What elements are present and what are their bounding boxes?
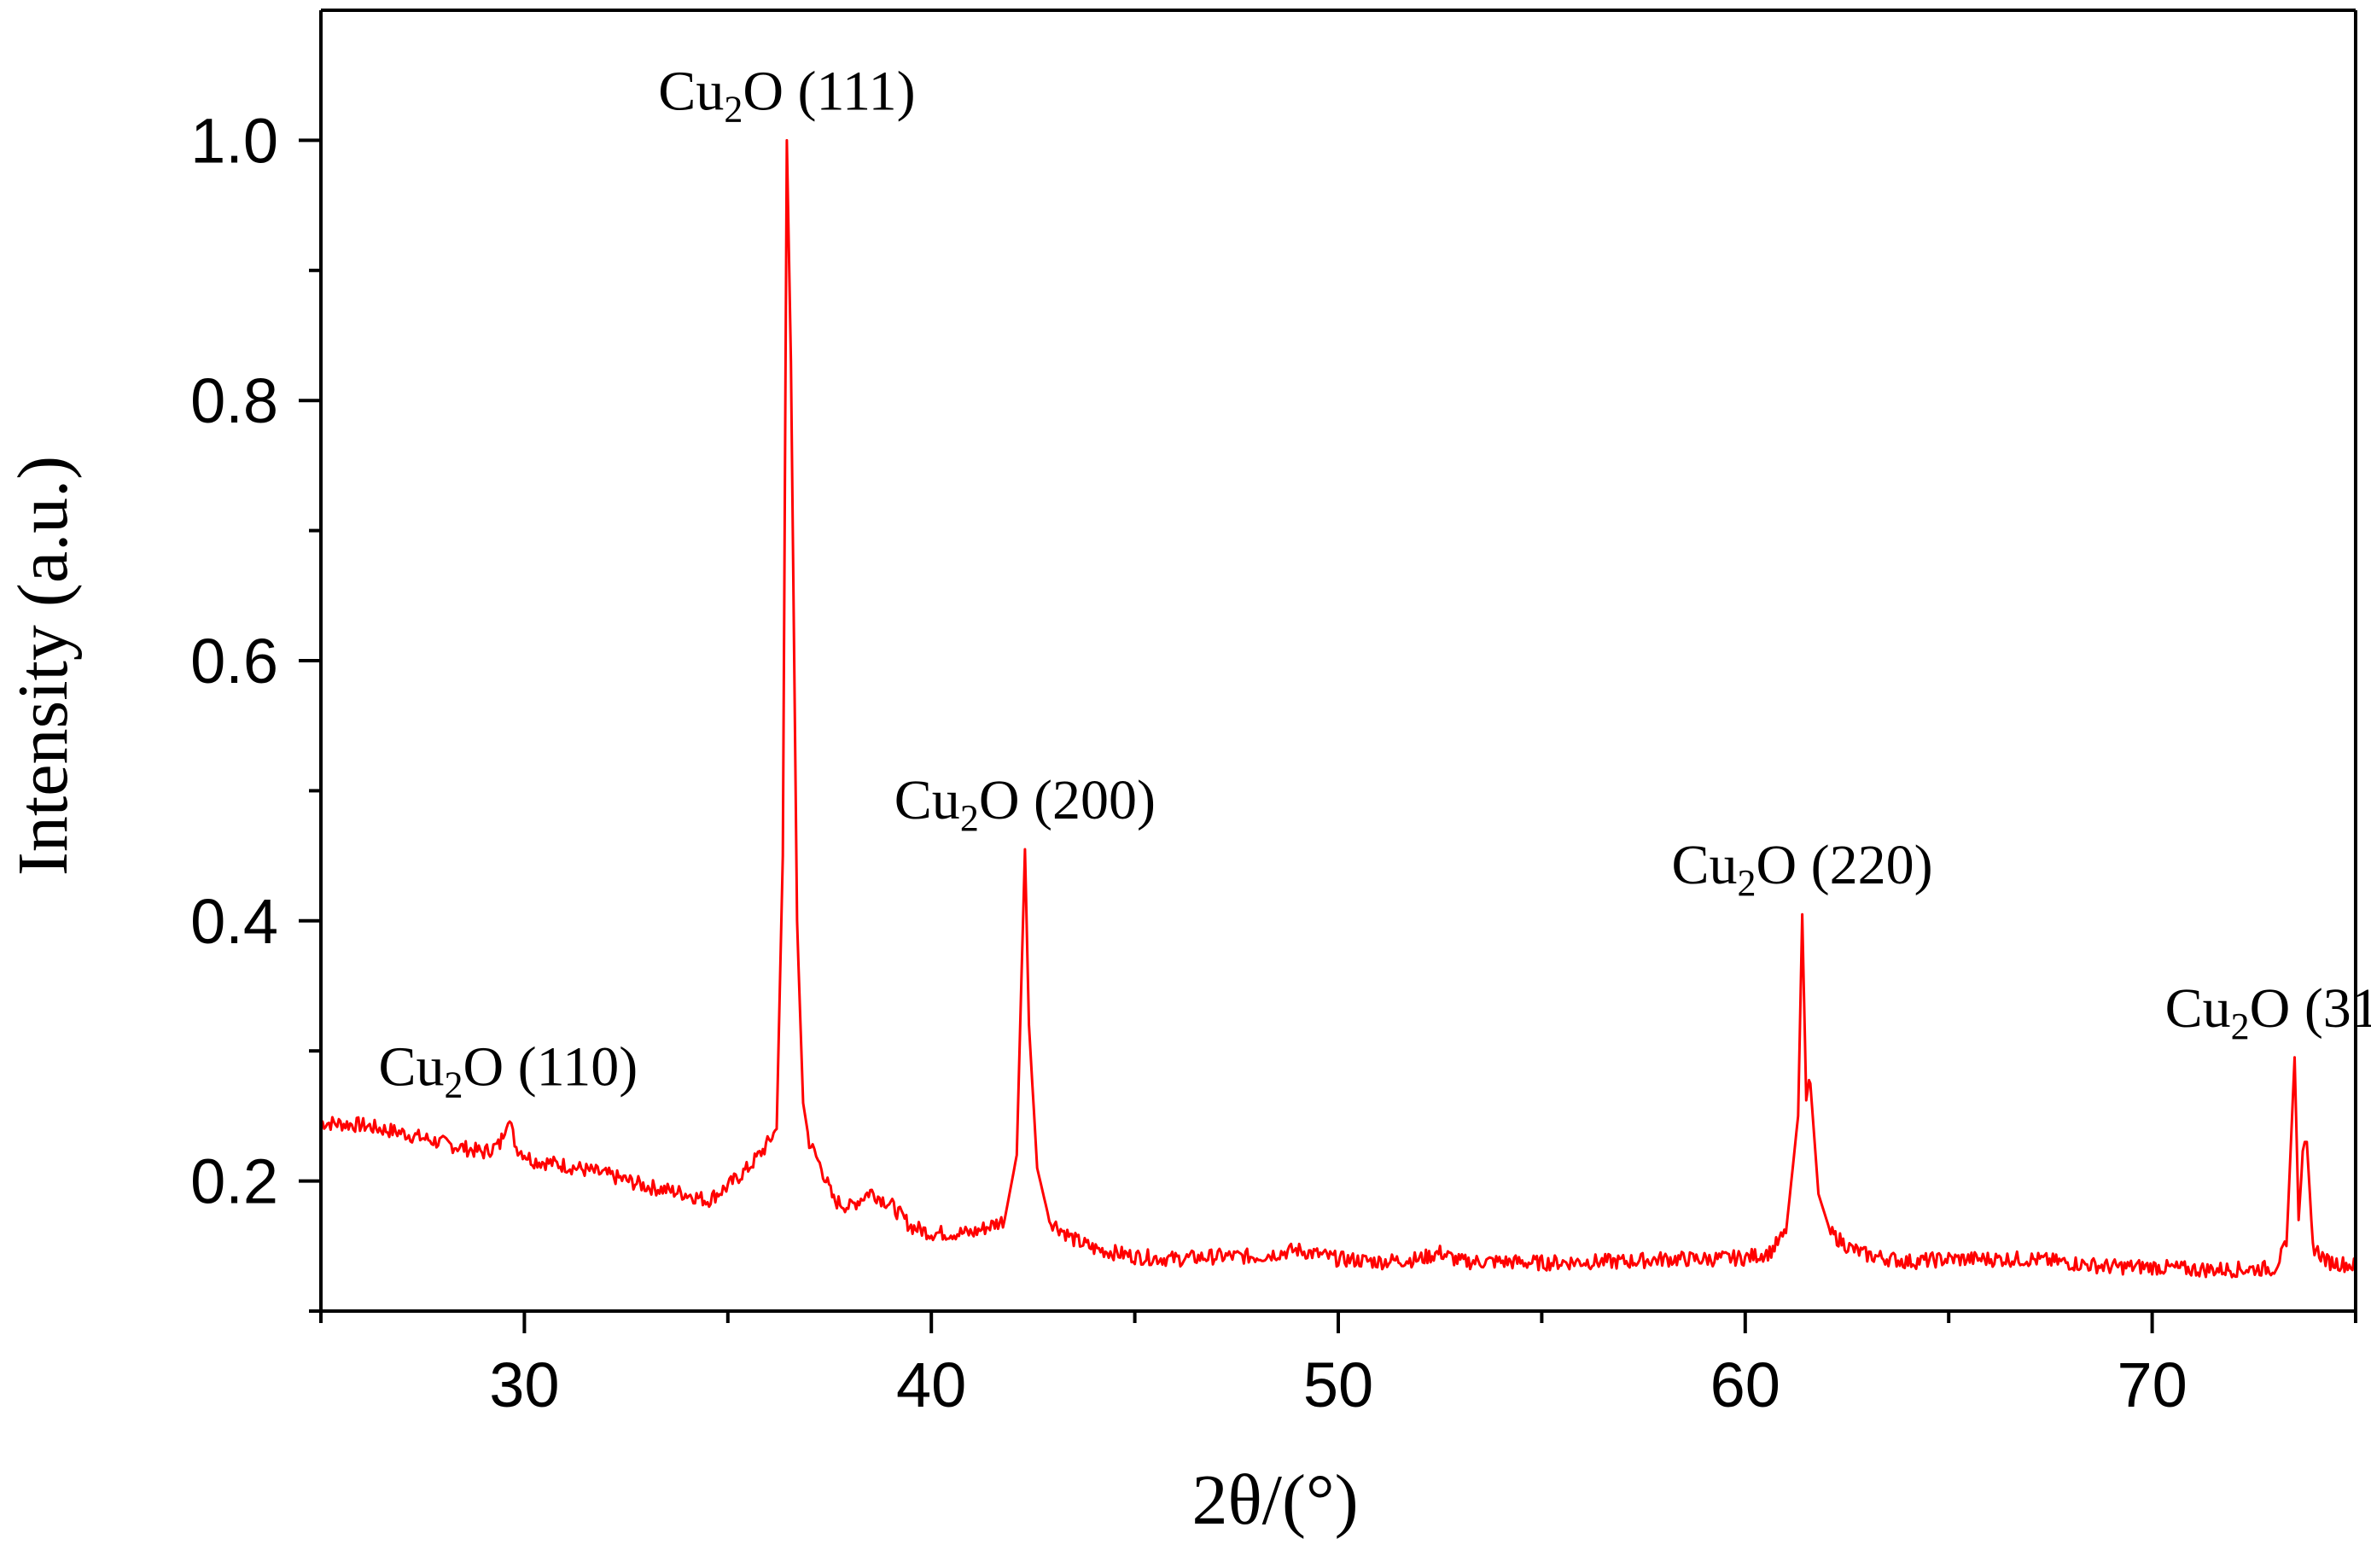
y-tick-label: 0.4 bbox=[190, 886, 278, 957]
x-tick-label: 70 bbox=[2117, 1349, 2187, 1420]
plot-line-layer bbox=[320, 138, 2357, 1279]
y-axis-title: Intensity (a.u.) bbox=[3, 456, 83, 876]
x-axis-title: 2θ/(°) bbox=[1191, 1460, 1358, 1540]
x-tick-label: 30 bbox=[489, 1349, 559, 1420]
ticks-layer bbox=[299, 138, 2357, 1333]
axes-layer bbox=[319, 9, 2357, 1313]
y-tick-label: 0.6 bbox=[190, 626, 278, 697]
y-tick-label: 0.8 bbox=[190, 365, 278, 436]
peak-label: Cu2O (200) bbox=[894, 769, 1156, 839]
labels-layer: 30 40 50 60 70 0.2 0.4 0.6 0.8 1.0 bbox=[190, 105, 2187, 1420]
y-tick-label: 1.0 bbox=[190, 105, 278, 176]
xrd-series-line bbox=[320, 138, 2357, 1279]
peak-label: Cu2O (311) bbox=[2165, 977, 2371, 1047]
x-tick-label: 60 bbox=[1710, 1349, 1780, 1420]
x-tick-label: 50 bbox=[1303, 1349, 1373, 1420]
y-tick-label: 0.2 bbox=[190, 1146, 278, 1217]
annotations-layer: Cu2O (110) Cu2O (111) Cu2O (200) Cu2O (220)… bbox=[378, 60, 2371, 1105]
x-tick-label: 40 bbox=[896, 1349, 966, 1420]
peak-label: Cu2O (220) bbox=[1671, 834, 1932, 904]
peak-label: Cu2O (110) bbox=[378, 1035, 638, 1105]
peak-label: Cu2O (111) bbox=[658, 60, 915, 130]
